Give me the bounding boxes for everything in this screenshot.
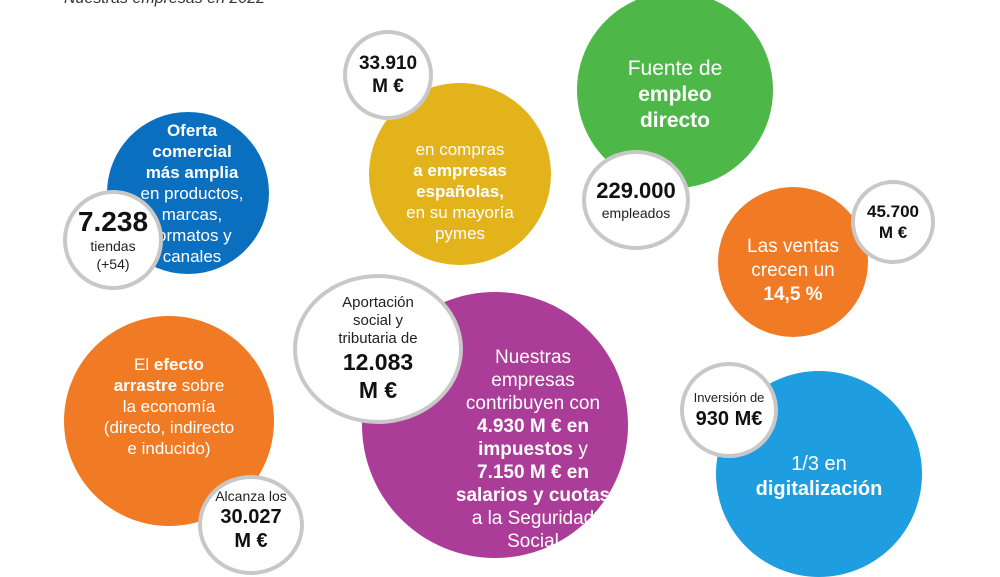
- aportacion-line3: tributaria de: [338, 330, 418, 347]
- arrastre-line2a: arrastre: [113, 375, 178, 395]
- ventas-badge: 45.700 M €: [851, 180, 935, 264]
- compras-line1: en compras: [415, 139, 505, 159]
- aportacion-line2: social y: [352, 312, 404, 329]
- empleo-line3: directo: [639, 109, 710, 132]
- contribucion-line5b: y: [573, 438, 588, 460]
- arrastre-line5: e inducido): [127, 438, 211, 458]
- contribucion-line2: empresas: [491, 369, 575, 391]
- oferta-line4: en productos,: [140, 183, 244, 203]
- compras-line2: a empresas: [413, 160, 507, 180]
- aportacion-line1: Aportación: [342, 294, 414, 311]
- ventas-circle: Las ventas crecen un 14,5 %: [718, 187, 868, 337]
- arrastre-badge-line1: Alcanza los: [215, 488, 287, 504]
- contribucion-line1: Nuestras: [494, 346, 572, 368]
- arrastre-line4: (directo, indirecto: [103, 417, 235, 437]
- arrastre-line1b: efecto: [153, 354, 204, 374]
- empleados-badge: 229.000 empleados: [582, 150, 690, 250]
- compras-line3: españolas,: [416, 181, 504, 201]
- ventas-line2: crecen un: [751, 260, 835, 281]
- arrastre-unit: M €: [234, 530, 268, 552]
- compras-badge: 33.910 M €: [343, 30, 433, 120]
- arrastre-line2-wrap: arrastre sobre: [114, 375, 225, 396]
- contribucion-line5: impuestos: [478, 438, 574, 460]
- oferta-line2: comercial: [152, 141, 232, 161]
- empleo-line2: empleo: [638, 83, 712, 106]
- arrastre-circle: El efecto arrastre sobre la economía (di…: [64, 316, 274, 526]
- contribucion-line4: 4.930 M € en: [477, 415, 589, 437]
- oferta-line1: Oferta: [166, 120, 218, 140]
- inversion-badge: Inversión de 930 M€: [680, 362, 778, 458]
- arrastre-line1-wrap: El efecto: [134, 354, 204, 375]
- compras-line4: en su mayoría: [406, 202, 514, 222]
- contribucion-line7: salarios y cuotas: [455, 484, 611, 506]
- ventas-line3: 14,5 %: [763, 284, 823, 305]
- empleados-label: empleados: [601, 205, 671, 221]
- aportacion-badge: Aportación social y tributaria de 12.083…: [293, 274, 463, 424]
- arrastre-line3: la economía: [122, 396, 216, 416]
- tiendas-delta: (+54): [96, 256, 130, 272]
- aportacion-value: 12.083: [342, 349, 414, 375]
- compras-value: 33.910: [358, 53, 418, 74]
- arrastre-value: 30.027: [220, 506, 282, 528]
- ventas-value: 45.700: [867, 202, 919, 221]
- empleados-value: 229.000: [596, 178, 676, 203]
- inversion-value: 930 M€: [695, 408, 763, 430]
- tiendas-value: 7.238: [77, 206, 149, 237]
- tiendas-label: tiendas: [90, 238, 136, 254]
- oferta-line6: formatos y: [152, 225, 232, 245]
- digital-line2: digitalización: [755, 478, 883, 500]
- contribucion-line8: a la Seguridad: [471, 507, 595, 529]
- tiendas-badge: 7.238 tiendas (+54): [63, 190, 163, 290]
- aportacion-unit: M €: [358, 377, 398, 403]
- contribucion-line6: 7.150 M € en: [477, 461, 589, 483]
- oferta-line5: marcas,: [161, 204, 223, 224]
- contribucion-line5-wrap: impuestos y: [478, 438, 588, 461]
- arrastre-line2b: sobre: [177, 375, 225, 395]
- contribucion-line3: contribuyen con: [465, 392, 601, 414]
- oferta-line7: canales: [162, 246, 222, 266]
- oferta-line3: más amplia: [145, 162, 239, 182]
- ventas-line1: Las ventas: [747, 236, 839, 257]
- empleo-line1: Fuente de: [627, 57, 723, 80]
- inversion-line1: Inversión de: [693, 390, 765, 405]
- arrastre-badge: Alcanza los 30.027 M €: [198, 475, 304, 575]
- ventas-unit: M €: [878, 223, 908, 242]
- arrastre-line1a: El: [134, 354, 154, 374]
- contribucion-line9: Social: [507, 530, 559, 552]
- digital-line1: 1/3 en: [791, 453, 847, 475]
- compras-line5: pymes: [434, 223, 486, 243]
- compras-unit: M €: [372, 76, 404, 97]
- contribucion-circle: Nuestras empresas contribuyen con 4.930 …: [362, 292, 628, 558]
- page-title: Nuestras empresas en 2022: [64, 0, 265, 8]
